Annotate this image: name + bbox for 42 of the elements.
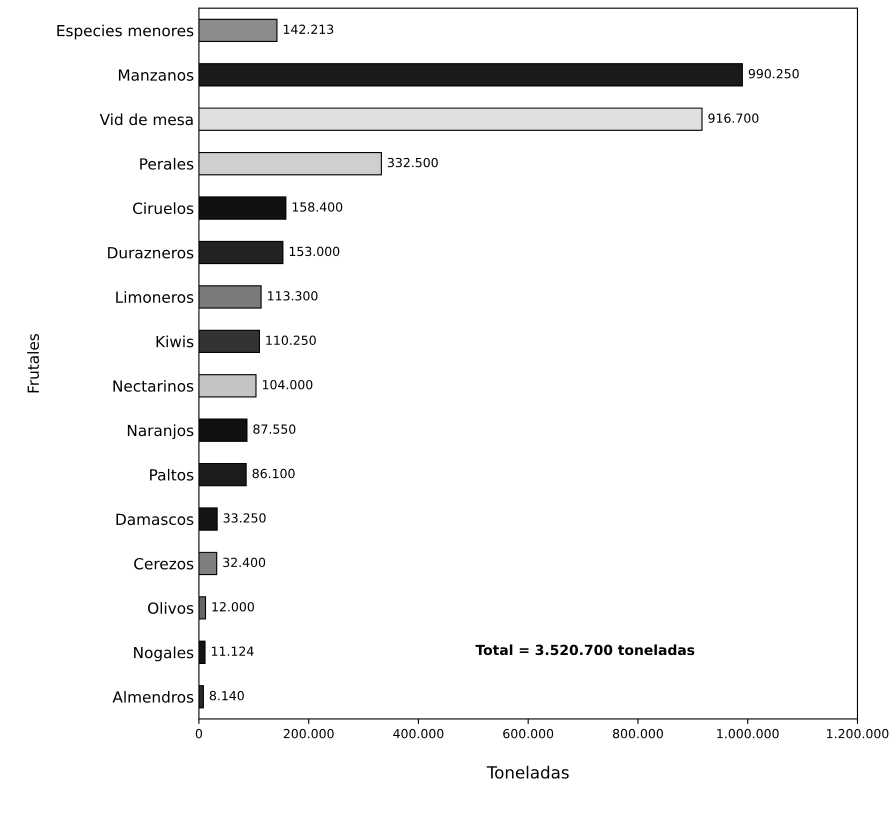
x-tick-label: 600.000: [503, 728, 554, 738]
x-tick-label: 1.000.000: [717, 728, 779, 738]
annotation: Total = 3.520.700 toneladas: [476, 644, 694, 656]
y-tick-label: Naranjos: [128, 424, 194, 440]
y-tick-label: Limoneros: [116, 291, 194, 303]
x-tick-label: 200.000: [284, 728, 334, 738]
data-label: 86.100: [252, 468, 295, 478]
x-tick-label: 1.200.000: [827, 728, 888, 738]
y-tick-label: Especies menores: [57, 24, 194, 40]
x-tick-label: 0: [196, 728, 202, 738]
x-axis-title: Toneladas: [486, 766, 569, 779]
y-axis-title: Frutales: [27, 334, 40, 392]
data-label: 11.124: [212, 646, 254, 656]
y-tick-label: Almendros: [112, 690, 194, 703]
y-tick-label: Vid de mesa: [100, 113, 193, 126]
y-tick-label: Nogales: [134, 646, 194, 662]
data-label: 32.400: [223, 558, 266, 568]
data-label: 990.250: [748, 68, 799, 78]
x-tick-label: 800.000: [612, 728, 663, 738]
x-tick-label: 400.000: [393, 728, 444, 738]
y-tick-label: Olivos: [148, 602, 194, 614]
data-label: 87.550: [253, 424, 296, 434]
data-label: 12.000: [212, 602, 254, 612]
y-tick-label: Nectarinos: [113, 380, 194, 392]
data-label: 158.400: [292, 202, 342, 212]
data-label: 110.250: [266, 336, 316, 345]
y-tick-label: Ciruelos: [133, 202, 194, 214]
data-label: 33.250: [224, 513, 266, 523]
data-label: 916.700: [708, 113, 758, 123]
data-label: 8.140: [210, 690, 244, 700]
y-tick-label: Kiwis: [156, 336, 194, 348]
y-tick-label: Perales: [140, 158, 194, 170]
y-tick-label: Damascos: [116, 514, 194, 526]
y-tick-label: Cerezos: [134, 558, 194, 570]
y-tick-label: Paltos: [150, 468, 194, 481]
data-label: 153.000: [290, 246, 340, 256]
y-tick-label: Durazneros: [108, 247, 194, 259]
data-label: 113.300: [268, 291, 318, 301]
data-label: 142.213: [284, 24, 334, 34]
y-tick-label: Manzanos: [118, 69, 194, 81]
data-label: 104.000: [262, 380, 312, 390]
data-label: 332.500: [388, 158, 438, 168]
